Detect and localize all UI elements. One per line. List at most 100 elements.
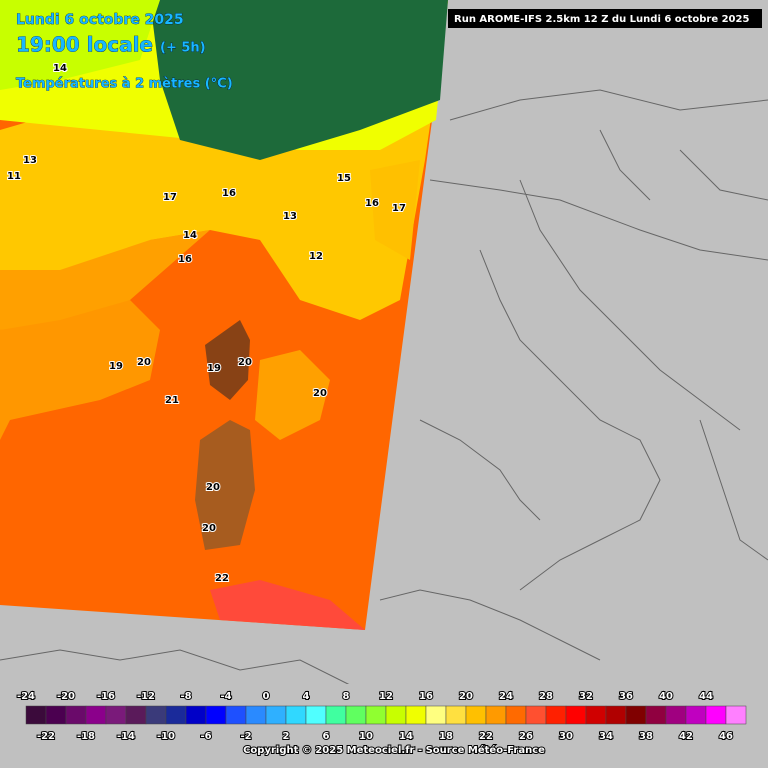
colorbar-swatch	[105, 705, 127, 725]
colorbar-tick-label: -10	[157, 731, 175, 742]
colorbar-tick-label: 0	[263, 691, 270, 702]
run-box	[448, 9, 762, 28]
colorbar-swatch	[205, 705, 227, 725]
colorbar-swatch	[345, 705, 367, 725]
date: Lundi 6 octobre 2025	[16, 12, 184, 28]
colorbar-swatch	[385, 705, 407, 725]
colorbar-tick-label: 14	[399, 731, 413, 742]
colorbar-tick-label: -6	[200, 731, 211, 742]
parameter: Températures à 2 mètres (°C)	[16, 77, 233, 92]
colorbar-tick-label: -16	[97, 691, 115, 702]
colorbar-swatch	[305, 705, 327, 725]
map-label: 11	[7, 171, 21, 182]
colorbar-swatch	[445, 705, 467, 725]
colorbar-swatch	[685, 705, 707, 725]
colorbar-swatch	[325, 705, 347, 725]
map-label: 15	[337, 173, 351, 184]
colorbar-swatch	[365, 705, 387, 725]
colorbar-tick-label: 16	[419, 691, 433, 702]
colorbar-swatch	[285, 705, 307, 725]
colorbar-swatch	[165, 705, 187, 725]
field-mid	[255, 350, 330, 440]
colorbar-swatch	[525, 705, 547, 725]
colorbar-swatch	[245, 705, 267, 725]
colorbar-tick-label: 12	[379, 691, 393, 702]
map-label: 21	[165, 395, 179, 406]
colorbar: -24-22-20-18-16-14-12-10-8-6-4-202468101…	[16, 690, 747, 743]
colorbar-tick-label: 28	[539, 691, 553, 702]
colorbar-tick-label: 20	[459, 691, 473, 702]
map-label: 20	[202, 523, 216, 534]
colorbar-tick-label: -24	[17, 691, 35, 702]
colorbar-swatch	[605, 705, 627, 725]
map-label: 12	[309, 251, 323, 262]
colorbar-tick-label: 22	[479, 731, 493, 742]
field-hot	[210, 580, 365, 630]
colorbar-panel	[0, 684, 768, 768]
map-label: 20	[206, 482, 220, 493]
colorbar-swatch	[505, 705, 527, 725]
model-field	[0, 0, 448, 630]
colorbar-swatch	[625, 705, 647, 725]
colorbar-swatch	[265, 705, 287, 725]
colorbar-tick-label: 24	[499, 691, 513, 702]
colorbar-tick-label: 18	[439, 731, 453, 742]
colorbar-tick-label: 32	[579, 691, 593, 702]
colorbar-tick-label: 26	[519, 731, 533, 742]
colorbar-tick-label: 30	[559, 731, 573, 742]
map-label: 20	[238, 357, 252, 368]
time: 19:00 locale	[16, 33, 153, 57]
colorbar-tick-label: 36	[619, 691, 633, 702]
map-label: 13	[23, 155, 37, 166]
map-label: 19	[109, 361, 123, 372]
colorbar-swatch	[705, 705, 727, 725]
colorbar-swatch	[665, 705, 687, 725]
colorbar-tick-label: 46	[719, 731, 733, 742]
colorbar-swatch	[465, 705, 487, 725]
colorbar-tick-label: -22	[37, 731, 55, 742]
map-label: 14	[183, 230, 197, 241]
colorbar-tick-label: 10	[359, 731, 373, 742]
colorbar-swatch	[585, 705, 607, 725]
corsica	[205, 320, 250, 400]
colorbar-tick-label: 38	[639, 731, 653, 742]
map-label: 16	[178, 254, 192, 265]
colorbar-tick-label: 34	[599, 731, 613, 742]
colorbar-swatch	[565, 705, 587, 725]
colorbar-swatch	[85, 705, 107, 725]
colorbar-swatch	[645, 705, 667, 725]
footer: Copyright © 2025 Meteociel.fr - Source M…	[243, 744, 545, 756]
colorbar-tick-label: -14	[117, 731, 135, 742]
colorbar-swatch	[725, 705, 747, 725]
field-north	[0, 0, 160, 90]
colorbar-tick-label: -8	[180, 691, 191, 702]
colorbar-tick-label: -18	[77, 731, 95, 742]
colorbar-swatch	[425, 705, 447, 725]
borders	[0, 89, 768, 691]
colorbar-tick-label: 44	[699, 691, 713, 702]
map-label: 16	[222, 188, 236, 199]
colorbar-tick-label: 6	[323, 731, 330, 742]
map-label: 16	[365, 198, 379, 209]
colorbar-tick-label: 40	[659, 691, 673, 702]
colorbar-swatch	[405, 705, 427, 725]
field-mid	[0, 300, 160, 440]
colorbar-tick-label: -12	[137, 691, 155, 702]
colorbar-swatch	[145, 705, 167, 725]
map-label: 22	[215, 573, 229, 584]
colorbar-swatch	[125, 705, 147, 725]
colorbar-tick-label: 8	[343, 691, 350, 702]
colorbar-swatch	[485, 705, 507, 725]
map-label: 20	[313, 388, 327, 399]
colorbar-tick-label: 42	[679, 731, 693, 742]
colorbar-swatch	[225, 705, 247, 725]
map-label: 17	[163, 192, 177, 203]
map-label: 17	[392, 203, 406, 214]
run: Run AROME-IFS 2.5km 12 Z du Lundi 6 octo…	[454, 14, 749, 25]
field-alps	[150, 0, 448, 160]
colorbar-swatch	[545, 705, 567, 725]
field-po	[370, 160, 420, 260]
map-label: 14	[53, 63, 67, 74]
map-label: 19	[207, 363, 221, 374]
